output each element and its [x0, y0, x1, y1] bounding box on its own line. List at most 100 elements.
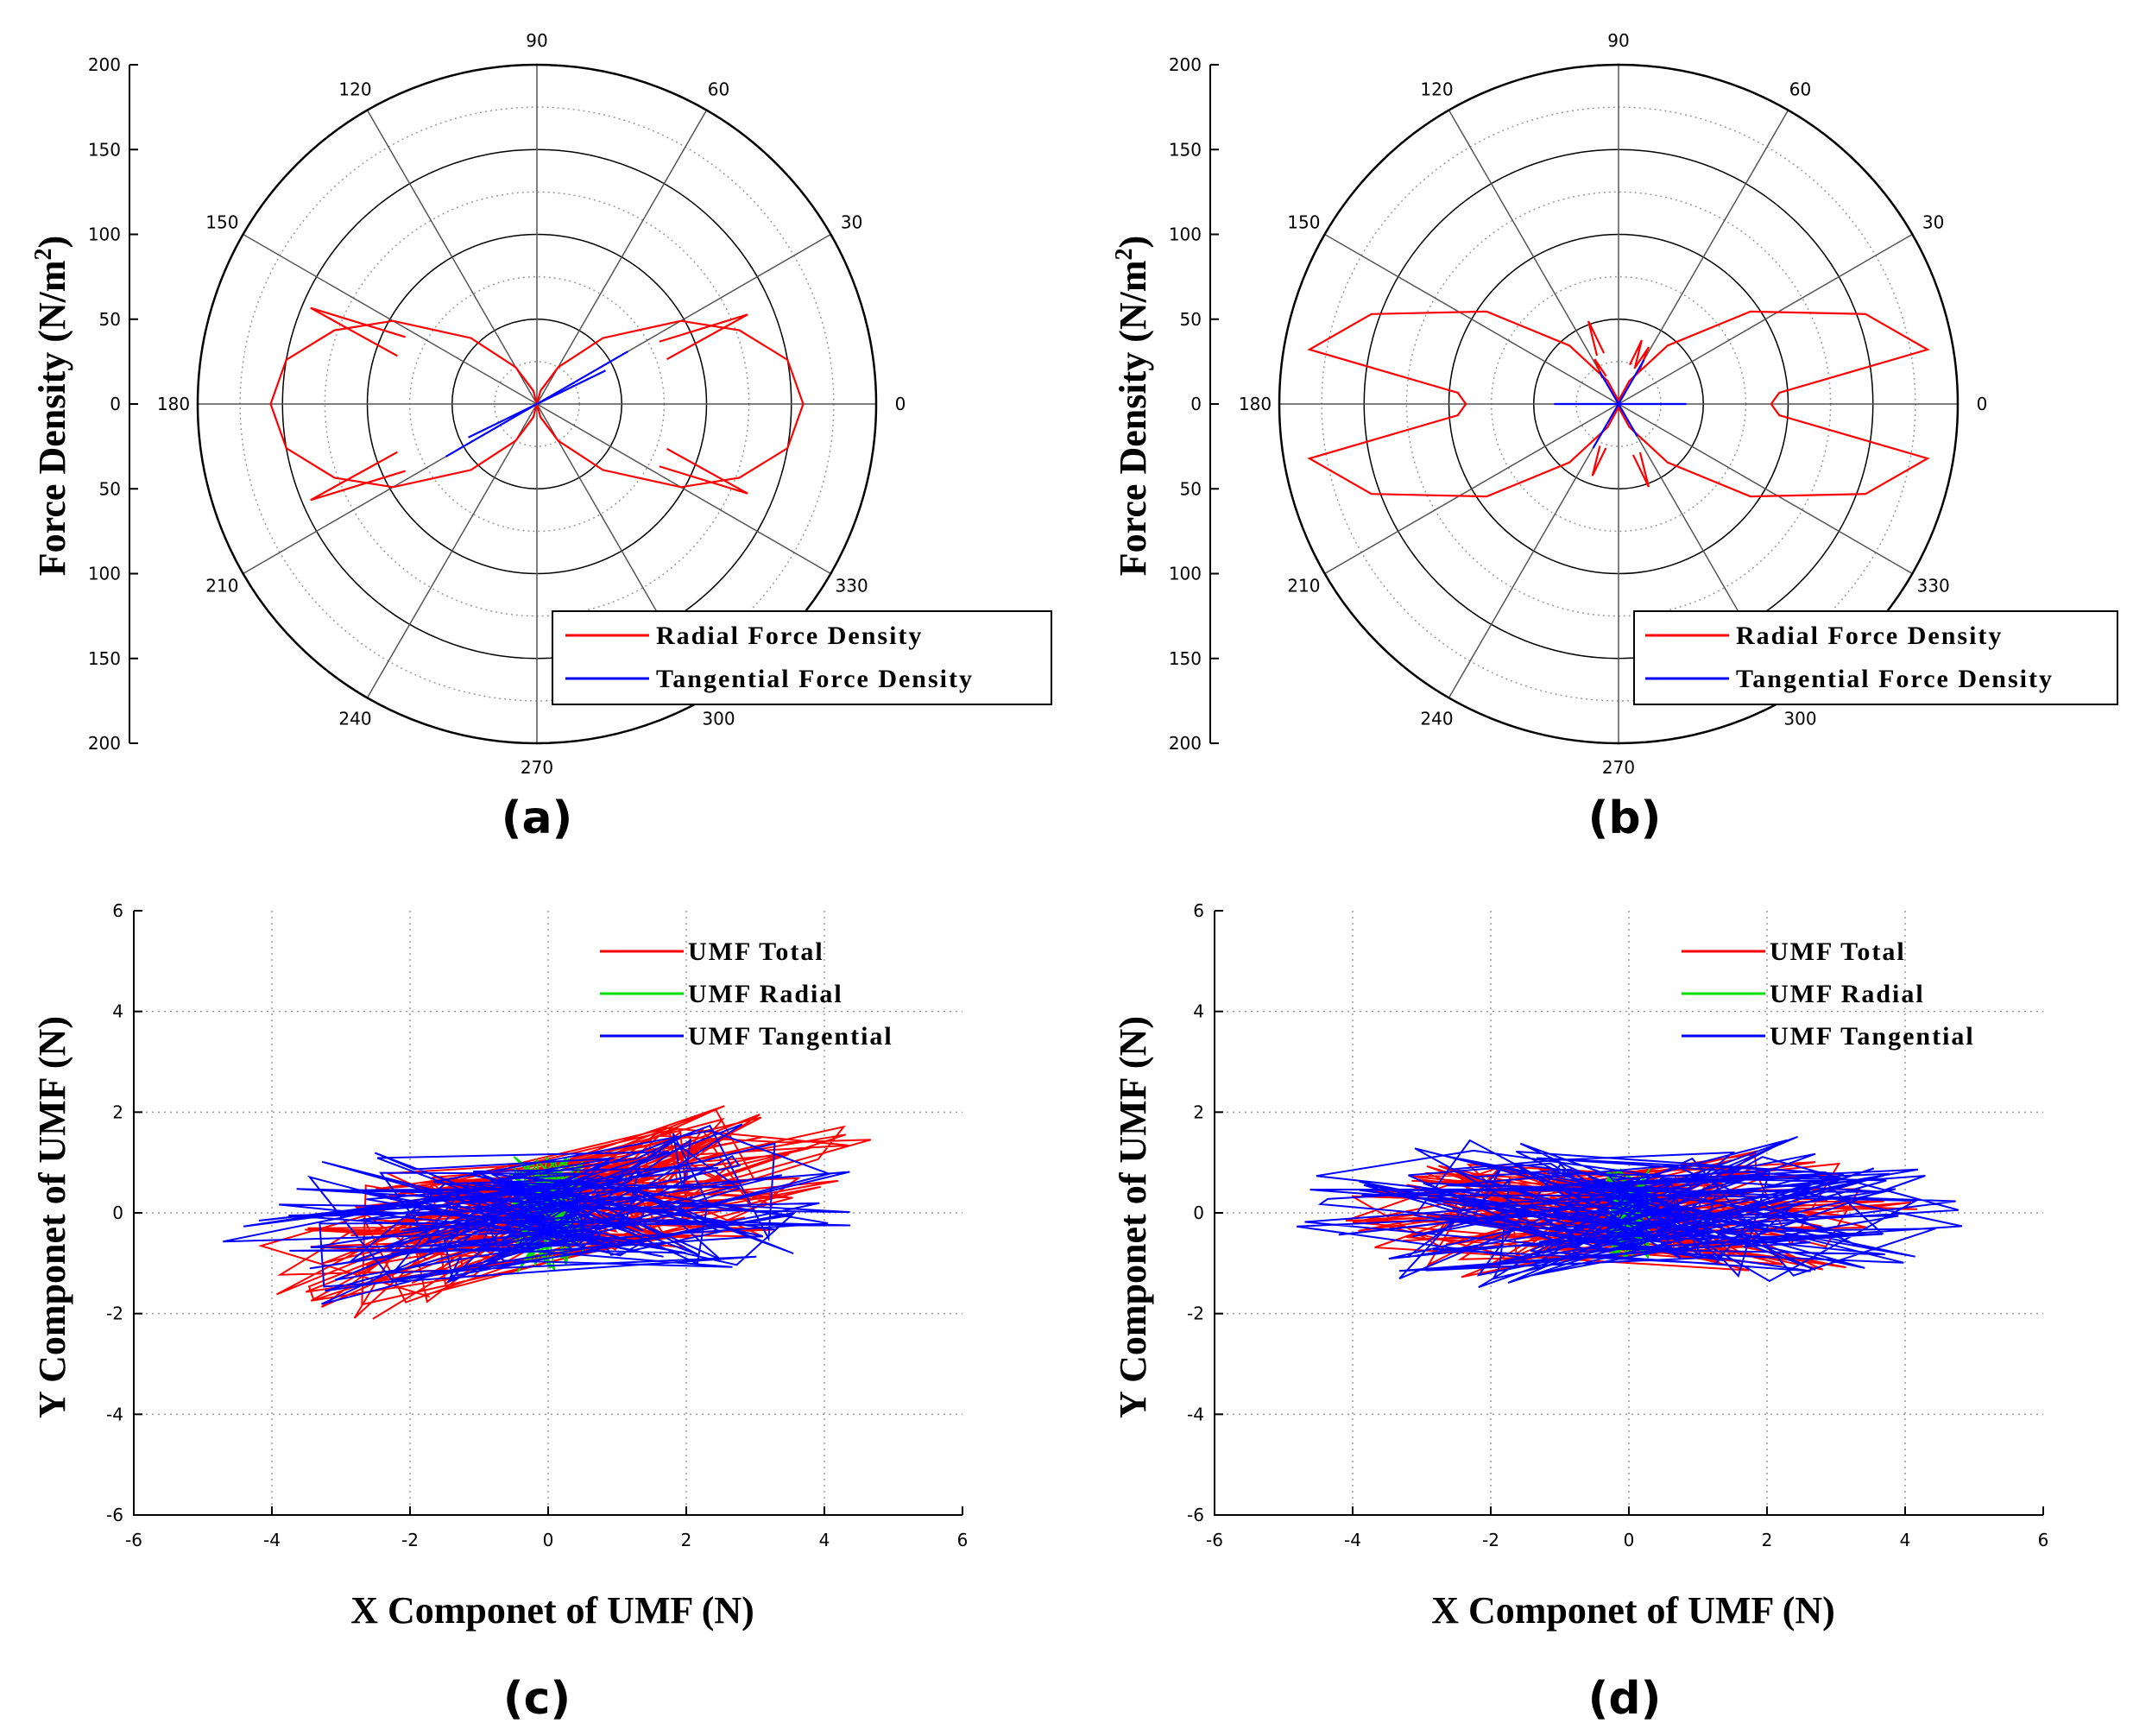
scatter-chart-d: -6 -4 -2 0 2 4 6 -6 -4 -2 0 2 4 6 Y Componet of UMF (… — [1112, 900, 2048, 1725]
series-tangential-force-density — [1599, 371, 1638, 437]
polar-spoke — [536, 110, 708, 405]
x-tick-label: -2 — [1482, 1530, 1499, 1550]
radial-spike — [1593, 358, 1607, 379]
cartesian-data-d — [1297, 1135, 1963, 1289]
polar-spoke — [366, 403, 538, 698]
polar-spoke — [1618, 110, 1789, 405]
radial-tick-label: 50 — [99, 309, 121, 330]
scatter-chart-c: -6 -4 -2 0 2 4 6 -6 -4 -2 0 2 4 6 Y Componet of UMF (… — [31, 900, 968, 1725]
legend-label-umf-total-c: UMF Total — [688, 937, 824, 966]
y-tick-label: 4 — [1193, 1001, 1204, 1022]
angle-tick-label: 150 — [1287, 212, 1320, 233]
radial-tick-label: 0 — [110, 394, 121, 414]
polar-spoke — [1324, 233, 1619, 405]
y-tick-label: 4 — [112, 1001, 123, 1022]
panel-label-c: (c) — [503, 1673, 571, 1725]
radial-tick-label: 200 — [88, 54, 121, 75]
series-umf-tangential — [1297, 1135, 1963, 1289]
legend-label-umf-total-d: UMF Total — [1770, 937, 1906, 966]
legend-label-umf-radial-d: UMF Radial — [1770, 980, 1925, 1008]
x-tick-label: 0 — [1624, 1530, 1635, 1550]
radial-tick-label: 150 — [1169, 139, 1202, 160]
angle-tick-label: 30 — [841, 212, 862, 233]
x-tick-label: 0 — [543, 1530, 554, 1550]
y-tick-label: 6 — [112, 900, 123, 921]
polar-chart-a: 0 30 60 90 120 150 180 210 240 270 300 330 200 150 100… — [30, 30, 1052, 844]
angle-tick-label: 180 — [1239, 394, 1272, 414]
radial-tick-label: 100 — [1169, 564, 1202, 584]
polar-data-a — [269, 306, 805, 502]
radial-tick-label: 150 — [88, 648, 121, 669]
x-tick-label: -6 — [125, 1530, 142, 1550]
radial-spike — [1629, 339, 1643, 368]
angle-tick-label: 90 — [1607, 30, 1629, 51]
y-tick-label: -2 — [106, 1304, 123, 1324]
panel-label-b: (b) — [1588, 792, 1662, 844]
radial-tick-label: 200 — [88, 733, 121, 754]
polar-spoke — [1324, 403, 1619, 575]
legend-c: UMF Total UMF Radial UMF Tangential — [600, 937, 893, 1051]
legend-label-umf-tangential-d: UMF Tangential — [1770, 1022, 1975, 1051]
angle-tick-label: 330 — [836, 576, 868, 597]
radial-tick-label: 50 — [1180, 309, 1202, 330]
angle-tick-label: 0 — [1977, 394, 1988, 414]
legend-label-umf-tangential-c: UMF Tangential — [688, 1022, 893, 1051]
angle-tick-label: 270 — [521, 757, 553, 778]
radial-tick-label: 200 — [1169, 54, 1202, 75]
panel-label-a: (a) — [502, 792, 573, 844]
x-tick-label: -4 — [1344, 1530, 1361, 1550]
legend-label-tangential-a: Tangential Force Density — [656, 665, 974, 693]
polar-data-b — [1307, 310, 1930, 498]
y-axis-label-b: Force Density (N/m2) — [1111, 236, 1154, 576]
legend-label-radial-a: Radial Force Density — [656, 622, 923, 650]
angle-tick-label: 180 — [157, 394, 190, 414]
y-tick-label: -4 — [106, 1404, 123, 1424]
y-tick-label: -6 — [106, 1505, 123, 1525]
radial-tick-label: 0 — [1190, 394, 1202, 414]
x-axis-label-c: X Componet of UMF (N) — [350, 1589, 754, 1632]
angle-tick-label: 300 — [702, 709, 735, 729]
legend-label-tangential-b: Tangential Force Density — [1736, 665, 2054, 693]
series-radial-force-density — [269, 319, 805, 489]
polar-outer-ring — [196, 63, 878, 745]
y-tick-label: -2 — [1187, 1304, 1204, 1324]
x-tick-label: 4 — [1900, 1530, 1911, 1550]
y-tick-label: 0 — [1193, 1203, 1204, 1223]
x-tick-label: 2 — [1762, 1530, 1773, 1550]
y-axis-label-c: Y Componet of UMF (N) — [31, 1016, 73, 1418]
angle-tick-label: 240 — [338, 709, 371, 729]
radial-tick-label: 150 — [88, 139, 121, 160]
radial-spike — [659, 313, 748, 361]
polar-spoke — [1448, 403, 1619, 698]
y-tick-label: 2 — [1193, 1102, 1204, 1122]
x-tick-label: 2 — [681, 1530, 692, 1550]
polar-grid-a: 0 30 60 90 120 150 180 210 240 270 300 330 200 150 100… — [88, 30, 906, 778]
legend-label-umf-radial-c: UMF Radial — [688, 980, 843, 1008]
x-tick-label: 4 — [819, 1530, 830, 1550]
angle-tick-label: 90 — [526, 30, 547, 51]
series-umf-tangential — [223, 1123, 851, 1305]
legend-label-radial-b: Radial Force Density — [1736, 622, 2003, 650]
x-tick-label: -4 — [263, 1530, 281, 1550]
polar-spoke — [1618, 233, 1913, 405]
radial-tick-label: 200 — [1169, 733, 1202, 754]
angle-tick-label: 60 — [1789, 79, 1811, 99]
angle-tick-label: 270 — [1602, 757, 1635, 778]
angle-tick-label: 30 — [1922, 212, 1944, 233]
y-tick-label: 6 — [1193, 900, 1204, 921]
radial-tick-label: 100 — [88, 224, 121, 245]
y-axis-label-d: Y Componet of UMF (N) — [1112, 1016, 1154, 1418]
angle-tick-label: 0 — [895, 394, 906, 414]
series-radial-force-density — [1307, 310, 1930, 498]
radial-tick-label: 100 — [88, 564, 121, 584]
radial-spike — [1587, 320, 1606, 357]
cartesian-data-c — [223, 1105, 872, 1320]
y-tick-label: 2 — [112, 1102, 123, 1122]
polar-chart-b: 0 30 60 90 120 150 180 210 240 270 300 330 200 150 100… — [1111, 30, 2118, 844]
angle-tick-label: 330 — [1917, 576, 1950, 597]
radial-spike — [1631, 451, 1650, 488]
legend-b: Radial Force Density Tangential Force De… — [1633, 610, 2118, 705]
angle-tick-label: 210 — [1287, 576, 1320, 597]
y-tick-label: 0 — [112, 1203, 123, 1223]
